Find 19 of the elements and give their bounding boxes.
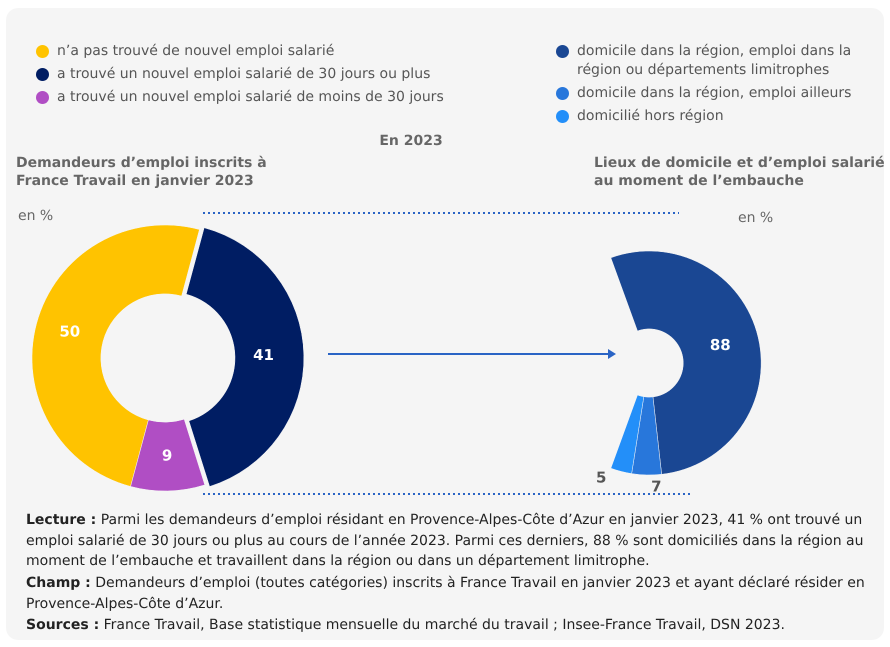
text: Demandeurs d’emploi inscrits à France Travail en janvier 2023 — [16, 154, 268, 190]
legend-label: a trouvé un nouvel emploi salarié de 30 jours ou plus — [57, 65, 430, 84]
data-label: 41 — [253, 346, 274, 364]
data-label: 5 — [596, 468, 606, 486]
legend-label: n’a pas trouvé de nouvel emploi salarié — [57, 42, 334, 61]
text: en % — [738, 210, 774, 226]
legend-label: a trouvé un nouvel emploi salarié de moins de 30 jours — [57, 88, 444, 107]
data-label: 7 — [651, 478, 662, 496]
text: Lecture : Parmi les demandeurs d’emploi résidant en Provence-Alpes-Côte d’Azur en janvier 2023, 41 % ont trouvé un emploi salarié de 30 jours ou plus au cours de l’année 2023. Parmi ces derniers, 88 % sont domiciliés dans la région au moment de l’embauche et travaillent dans la région ou dans un département limitrophe. — [26, 511, 865, 571]
source-note: Sources : France Travail, Base statistique mensuelle du marché du travail ; Insee-France Travail, DSN 2023. — [26, 616, 786, 635]
legend-label: domicile dans la région, emploi ailleurs — [577, 84, 852, 103]
data-label: 50 — [59, 322, 80, 340]
text: Lieux de domicile et d’emploi salarié au moment de l’embauche — [594, 154, 886, 190]
text: Champ : Demandeurs d’emploi (toutes catégories) inscrits à France Travail en janvier 2023 et ayant déclaré résider en Provence-Alpes-Côte d’Azur. — [26, 574, 866, 614]
legend-label: domicilié hors région — [577, 107, 724, 126]
text: En 2023 — [378, 132, 444, 150]
data-label: 88 — [710, 336, 731, 354]
data-label: 9 — [162, 446, 172, 464]
text: en % — [18, 208, 54, 224]
